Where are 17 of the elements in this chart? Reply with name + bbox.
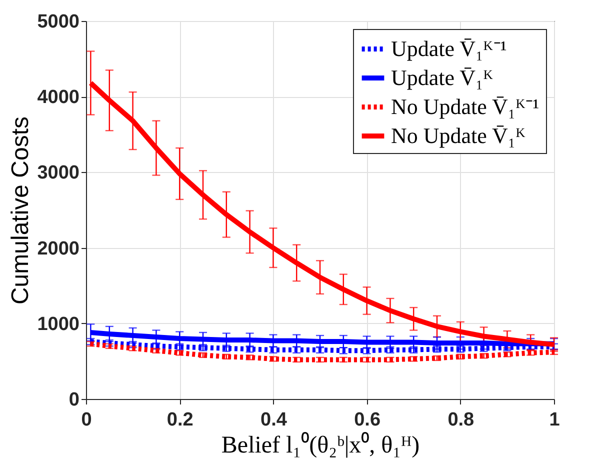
y-tick-label: 3000 xyxy=(37,162,80,184)
y-tick-label: 4000 xyxy=(37,87,80,108)
legend-label: No Update V̄₁ᴷ xyxy=(391,123,526,148)
legend-label: Update V̄₁ᴷ xyxy=(391,65,494,90)
y-tick-label: 2000 xyxy=(37,238,80,260)
x-tick-label: 0.4 xyxy=(260,410,288,430)
y-tick-label: 0 xyxy=(68,390,80,410)
legend-label: Update V̄₁ᴷ⁻¹ xyxy=(391,36,507,61)
x-tick-label: 1 xyxy=(549,410,560,430)
x-tick-label: 0.2 xyxy=(166,410,194,430)
x-axis-title: Belief l₁⁰(θ₂ᵇ|x⁰, θ₁ᴴ) xyxy=(221,432,420,458)
y-axis-title: Cumulative Costs xyxy=(7,116,34,305)
x-tick-label: 0.6 xyxy=(354,410,381,430)
legend-label: No Update V̄₁ᴷ⁻¹ xyxy=(391,94,540,119)
x-tick-label: 0.8 xyxy=(448,410,474,430)
y-tick-label: 1000 xyxy=(37,314,80,335)
y-tick-label: 5000 xyxy=(37,12,80,32)
